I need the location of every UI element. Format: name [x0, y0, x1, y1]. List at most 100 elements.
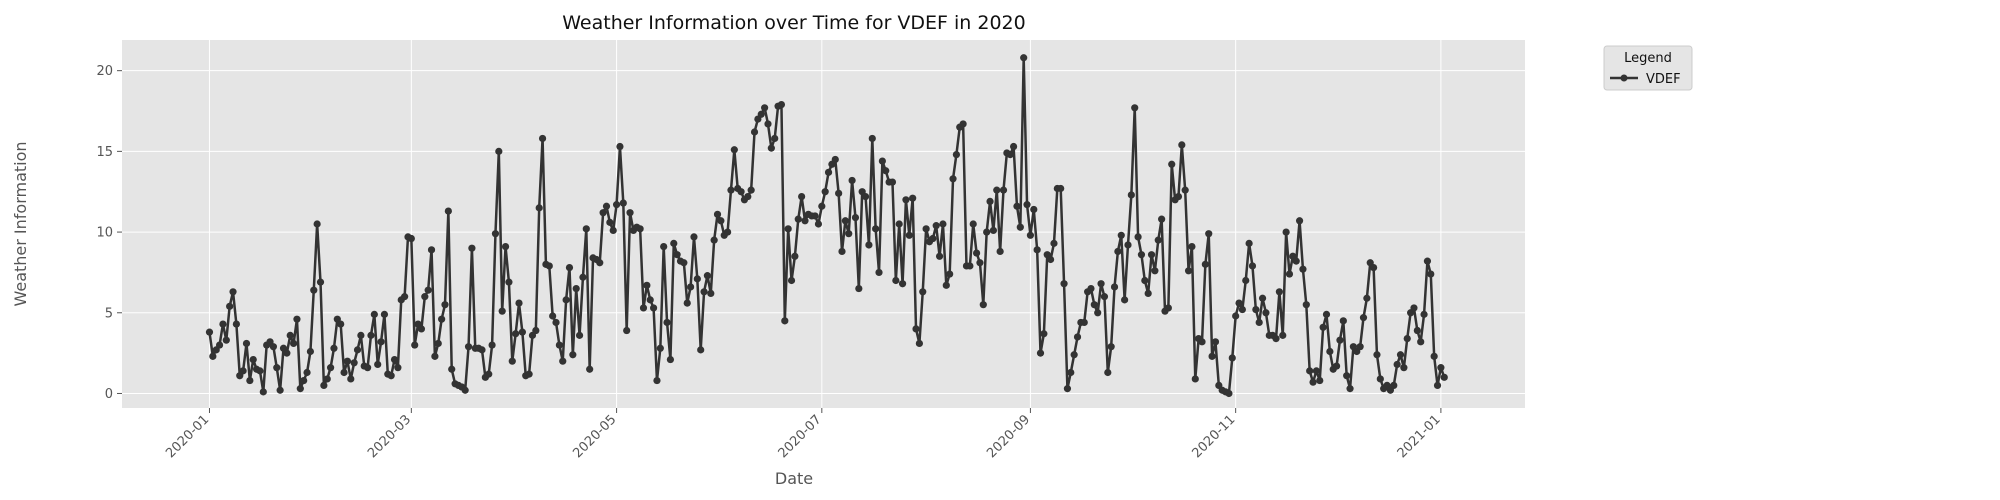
data-point [1292, 257, 1300, 265]
data-point [606, 218, 614, 226]
data-point [1158, 215, 1166, 223]
x-tick-label: 2021-01 [1395, 412, 1444, 461]
x-tick-label: 2020-01 [163, 412, 212, 461]
data-point [215, 341, 224, 349]
data-point [259, 388, 267, 396]
data-point [767, 144, 775, 152]
data-point [838, 247, 846, 256]
data-point [1370, 263, 1378, 272]
data-point [1198, 338, 1206, 346]
legend: Legend VDEF [1603, 45, 1693, 91]
data-point [1063, 385, 1072, 393]
data-point [1346, 385, 1354, 393]
data-point [1090, 301, 1098, 309]
data-point [599, 209, 607, 217]
legend-label-vdef: VDEF [1646, 72, 1681, 87]
data-point [219, 320, 227, 328]
data-point [209, 352, 217, 360]
data-point [663, 318, 671, 327]
data-point [1205, 230, 1213, 238]
data-point [1174, 192, 1183, 201]
data-point [1151, 267, 1159, 275]
data-point [932, 222, 940, 230]
data-point [1403, 335, 1411, 343]
data-point [491, 230, 500, 238]
data-point [367, 331, 375, 339]
y-tick-label: 15 [96, 145, 113, 160]
data-point [868, 134, 876, 143]
data-point [1363, 294, 1371, 302]
data-point [1013, 202, 1021, 210]
data-point [374, 360, 382, 369]
data-point [781, 317, 789, 325]
data-point [1255, 318, 1263, 327]
data-point [1245, 239, 1253, 247]
data-point [1020, 54, 1028, 62]
data-point [596, 259, 604, 267]
data-point [1121, 296, 1129, 304]
legend-marker-swatch [1620, 74, 1628, 82]
data-point [518, 328, 526, 336]
data-point [1417, 338, 1425, 346]
data-point [417, 325, 426, 333]
data-point [922, 225, 930, 233]
data-point [565, 263, 574, 272]
data-point [1110, 283, 1119, 291]
data-point [424, 286, 432, 294]
data-point [683, 299, 691, 307]
data-point [952, 151, 961, 159]
data-point [888, 178, 897, 186]
data-point [1134, 233, 1142, 241]
data-point [919, 288, 927, 296]
data-point [1430, 352, 1438, 360]
data-point [656, 344, 664, 352]
y-tick-label: 5 [105, 306, 113, 321]
data-point [1306, 367, 1314, 375]
data-point [727, 186, 735, 194]
data-point [1127, 191, 1135, 199]
data-point [794, 215, 802, 223]
data-point [851, 213, 860, 222]
data-point [1279, 331, 1287, 339]
data-point [1252, 305, 1260, 314]
data-point [246, 376, 254, 385]
data-point [387, 372, 395, 380]
data-point [347, 375, 355, 383]
data-point [777, 100, 786, 109]
data-point [639, 304, 648, 312]
data-point [232, 320, 240, 328]
data-point [269, 343, 277, 351]
data-point [485, 370, 493, 378]
data-point [949, 175, 957, 183]
data-point [1232, 312, 1240, 320]
data-point [562, 296, 570, 304]
data-point [1343, 372, 1351, 380]
data-point [1390, 381, 1398, 389]
data-point [1413, 326, 1421, 335]
data-point [515, 299, 523, 307]
data-point [841, 217, 849, 225]
data-point [784, 225, 792, 233]
data-point [1114, 247, 1122, 256]
data-point [875, 268, 883, 277]
data-point [226, 302, 234, 310]
data-point [1272, 335, 1280, 343]
data-point [979, 301, 987, 309]
data-point [761, 104, 769, 112]
data-point [501, 243, 510, 251]
data-point [1319, 323, 1327, 331]
data-point [616, 142, 624, 151]
data-point [444, 207, 452, 215]
data-point [438, 315, 446, 323]
data-point [619, 199, 627, 207]
data-point [690, 233, 698, 241]
data-point [1359, 314, 1368, 322]
data-point [892, 276, 900, 285]
data-point [1393, 360, 1401, 369]
data-point [390, 355, 399, 364]
data-point [327, 364, 335, 372]
data-series [205, 54, 1448, 398]
data-point [461, 386, 469, 394]
data-point [1131, 104, 1139, 112]
data-point [989, 226, 998, 235]
